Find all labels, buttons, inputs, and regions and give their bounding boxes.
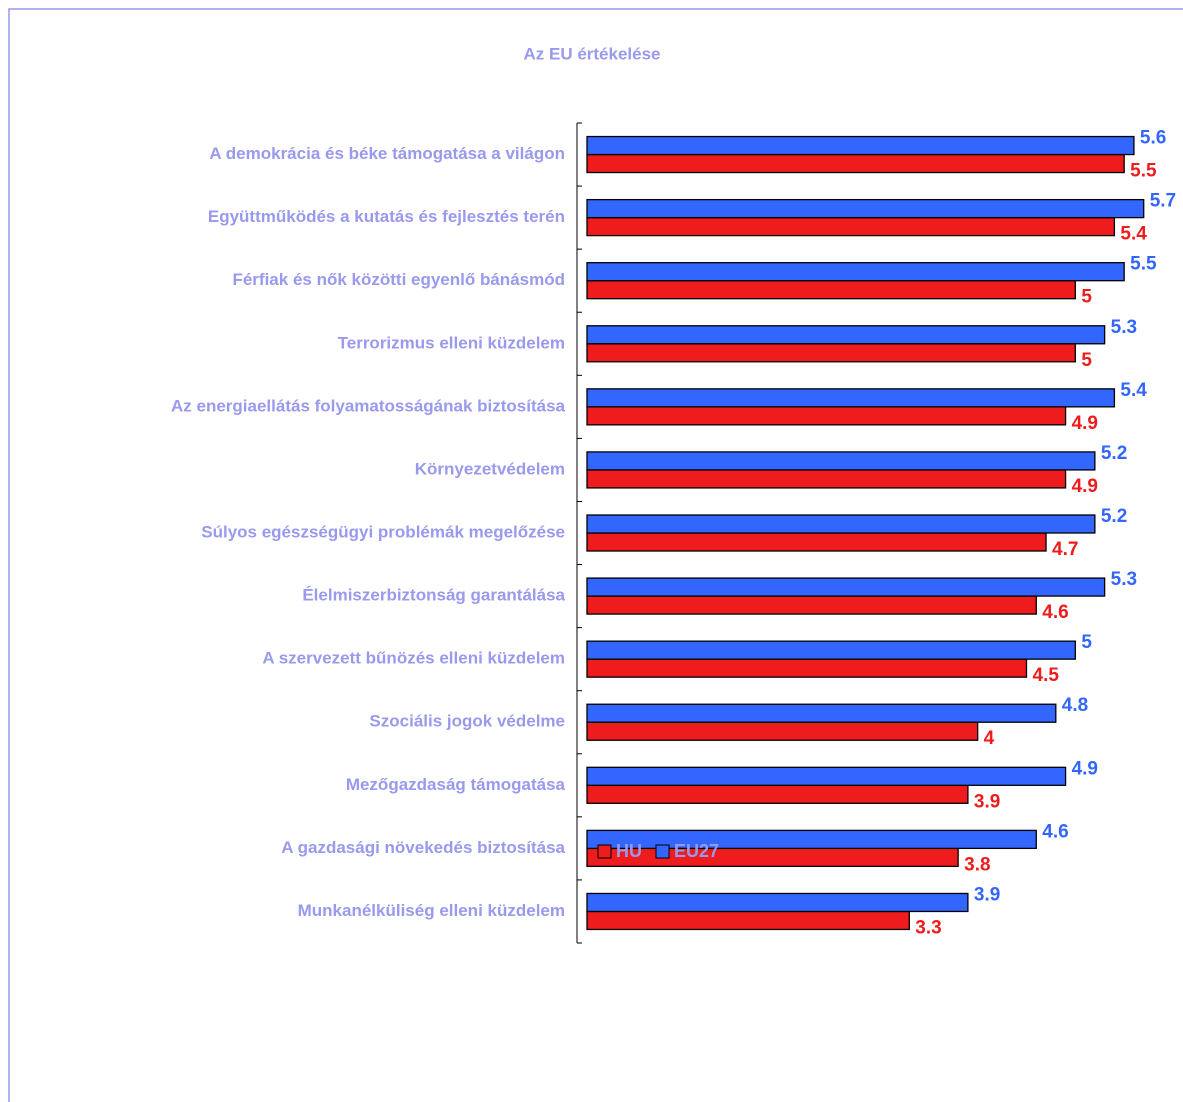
bar — [586, 325, 1106, 345]
bar — [586, 262, 1125, 282]
bar — [586, 829, 1037, 850]
bar — [586, 514, 1096, 534]
bar — [586, 658, 1028, 678]
bar — [586, 703, 1057, 723]
legend-label: HU — [616, 841, 642, 861]
data-label: 3.8 — [964, 854, 990, 875]
data-label: 5.3 — [1111, 569, 1137, 590]
y-tick-label: Munkanélküliség elleni küzdelem — [298, 901, 565, 920]
bar — [586, 216, 1116, 237]
y-tick-label: Szociális jogok védelme — [369, 712, 565, 731]
data-label: 5.4 — [1120, 224, 1147, 245]
bar — [586, 721, 979, 741]
bar — [586, 198, 1145, 219]
y-tick-label: A demokrácia és béke támogatása a világo… — [209, 144, 565, 163]
bar — [586, 135, 1135, 156]
y-tick-label: Az energiaellátás folyamatosságának bizt… — [171, 396, 566, 415]
data-label: 4.7 — [1052, 539, 1078, 560]
bar — [586, 532, 1047, 552]
y-tick-label: A szervezett bűnözés elleni küzdelem — [262, 649, 565, 668]
bar — [586, 910, 910, 931]
y-tick-label: Élelmiszerbiztonság garantálása — [302, 586, 565, 605]
bar — [586, 343, 1076, 363]
data-label: 3.3 — [915, 917, 941, 938]
data-label: 5.2 — [1101, 443, 1127, 464]
bar — [586, 469, 1067, 489]
bar — [586, 640, 1076, 660]
bar — [586, 280, 1076, 300]
y-tick-label: A gazdasági növekedés biztosítása — [281, 838, 565, 857]
data-label: 5 — [1081, 632, 1092, 653]
bar — [586, 847, 959, 868]
chart-border — [8, 8, 1183, 1102]
data-label: 5.3 — [1111, 317, 1137, 338]
legend-swatch — [597, 844, 612, 859]
data-label: 3.9 — [974, 791, 1000, 812]
bar — [586, 406, 1067, 426]
legend-label: EU27 — [674, 841, 719, 861]
data-label: 4.6 — [1042, 821, 1068, 842]
bar — [586, 784, 969, 804]
data-label: 4 — [984, 728, 995, 749]
data-label: 4.8 — [1062, 695, 1088, 716]
y-tick-label: Terrorizmus elleni küzdelem — [338, 333, 565, 352]
bar — [586, 451, 1096, 471]
data-label: 5.2 — [1101, 506, 1127, 527]
y-tick-label: Mezőgazdaság támogatása — [346, 775, 566, 794]
data-label: 4.9 — [1072, 758, 1098, 779]
y-tick-label: Súlyos egészségügyi problémák megelőzése — [201, 522, 565, 541]
bar — [586, 153, 1125, 174]
y-tick-label: Férfiak és nők közötti egyenlő bánásmód — [232, 270, 565, 289]
data-label: 5 — [1081, 287, 1092, 308]
bar — [586, 577, 1106, 597]
data-label: 4.5 — [1033, 665, 1060, 686]
data-label: 4.9 — [1072, 413, 1098, 434]
data-label: 3.9 — [974, 884, 1000, 905]
data-label: 4.6 — [1042, 602, 1068, 623]
data-label: 4.9 — [1072, 476, 1098, 497]
data-label: 5.6 — [1140, 128, 1166, 149]
bar — [586, 766, 1067, 786]
y-tick-label: Együttműködés a kutatás és fejlesztés te… — [208, 207, 565, 226]
legend-swatch — [655, 844, 670, 859]
bar — [586, 892, 969, 913]
bar — [586, 595, 1037, 615]
chart-title: Az EU értékelése — [523, 44, 660, 63]
data-label: 5 — [1081, 350, 1092, 371]
data-label: 5.5 — [1130, 254, 1157, 275]
y-tick-label: Környezetvédelem — [415, 459, 565, 478]
bar — [586, 388, 1116, 408]
data-label: 5.4 — [1120, 380, 1147, 401]
data-label: 5.5 — [1130, 161, 1157, 182]
data-label: 5.7 — [1150, 191, 1176, 212]
